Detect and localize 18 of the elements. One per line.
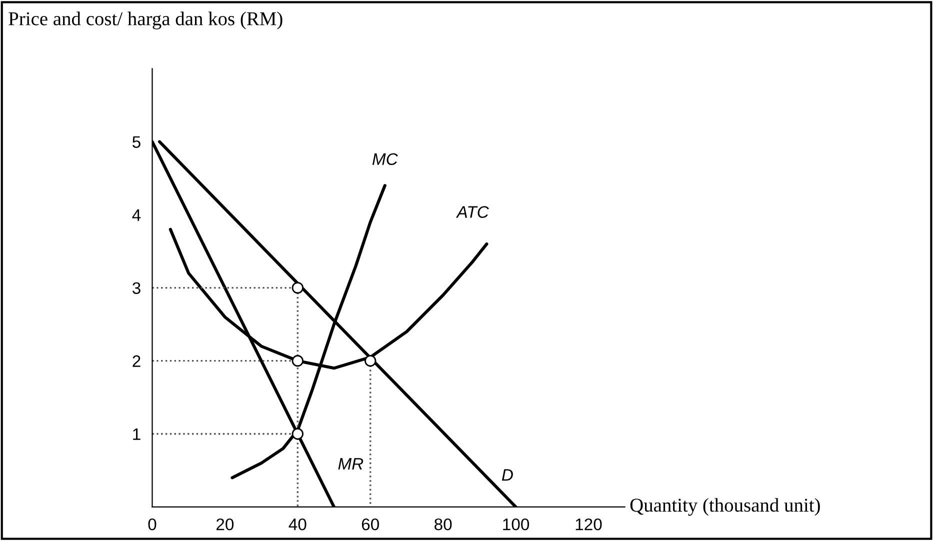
x-tick-label: 80 (434, 518, 452, 530)
y-tick-label: 3 (132, 282, 140, 294)
series-label: ATC (456, 206, 489, 218)
series-label: D (502, 469, 513, 481)
x-tick-label: 0 (148, 518, 156, 530)
x-tick-label: 40 (288, 518, 306, 530)
y-tick-label: 2 (132, 355, 140, 367)
y-tick-label: 5 (132, 136, 140, 148)
x-tick-label: 60 (362, 518, 379, 530)
series-label: MC (372, 153, 398, 166)
y-axis-title: Price and cost/ harga dan kos (RM) (8, 12, 282, 30)
x-axis-title: Quantity (thousand unit) (630, 498, 820, 516)
y-tick-label: 4 (132, 209, 141, 221)
x-tick-label: 120 (576, 518, 602, 530)
x-tick-label: 20 (216, 518, 234, 530)
x-tick-label: 100 (503, 518, 530, 530)
y-tick-label: 1 (133, 428, 140, 440)
series-label: MR (338, 458, 364, 470)
